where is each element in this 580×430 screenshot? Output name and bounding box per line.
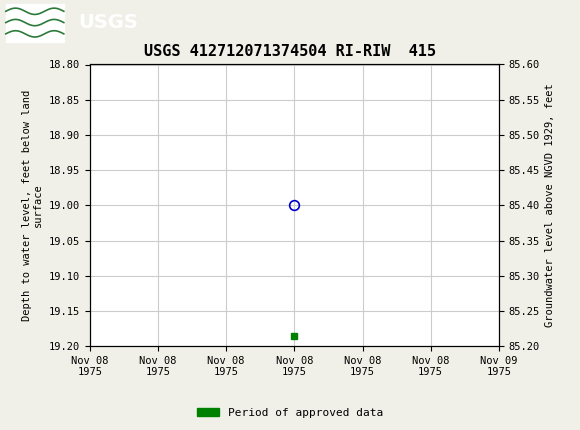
Y-axis label: Depth to water level, feet below land
surface: Depth to water level, feet below land su… xyxy=(22,90,44,321)
Legend: Period of approved data: Period of approved data xyxy=(193,403,387,422)
Text: USGS 412712071374504 RI-RIW  415: USGS 412712071374504 RI-RIW 415 xyxy=(144,44,436,59)
FancyBboxPatch shape xyxy=(6,3,64,42)
Text: USGS: USGS xyxy=(78,13,138,32)
Y-axis label: Groundwater level above NGVD 1929, feet: Groundwater level above NGVD 1929, feet xyxy=(545,83,555,327)
